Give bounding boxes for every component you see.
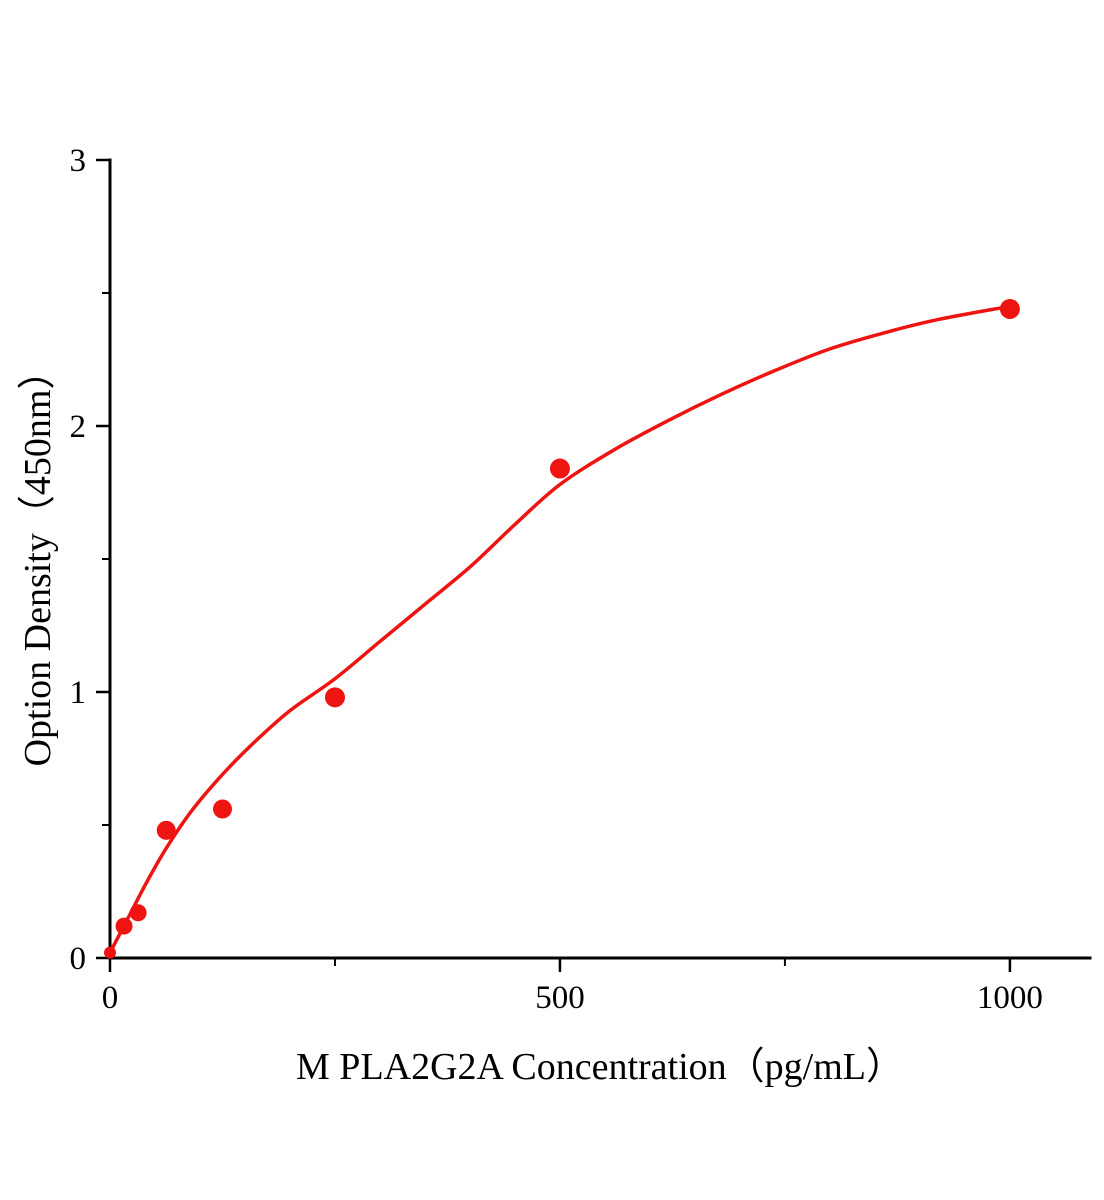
x-axis-label-text: M PLA2G2A Concentration（pg/mL） [296,1046,904,1088]
y-tick-label: 3 [70,143,87,179]
y-tick-label: 0 [70,941,87,977]
y-axis-label-text: Option Density（450nm） [17,351,59,767]
y-tick-label: 1 [70,675,87,711]
data-point [104,946,116,959]
data-point [156,820,176,840]
data-point [212,799,232,819]
x-tick-label: 0 [102,980,119,1016]
y-tick-label: 2 [70,409,87,445]
data-point [115,917,133,935]
axes [108,158,1092,960]
data-point [999,298,1020,319]
y-axis-label: Option Density（450nm） [15,159,61,959]
fit-curve [108,304,1012,955]
x-axis-label: M PLA2G2A Concentration（pg/mL） [110,1042,1090,1092]
data-point [129,904,147,922]
x-tick-label: 500 [535,980,585,1016]
data-point [549,458,570,479]
x-tick-label: 1000 [977,980,1043,1016]
data-point [324,687,345,708]
